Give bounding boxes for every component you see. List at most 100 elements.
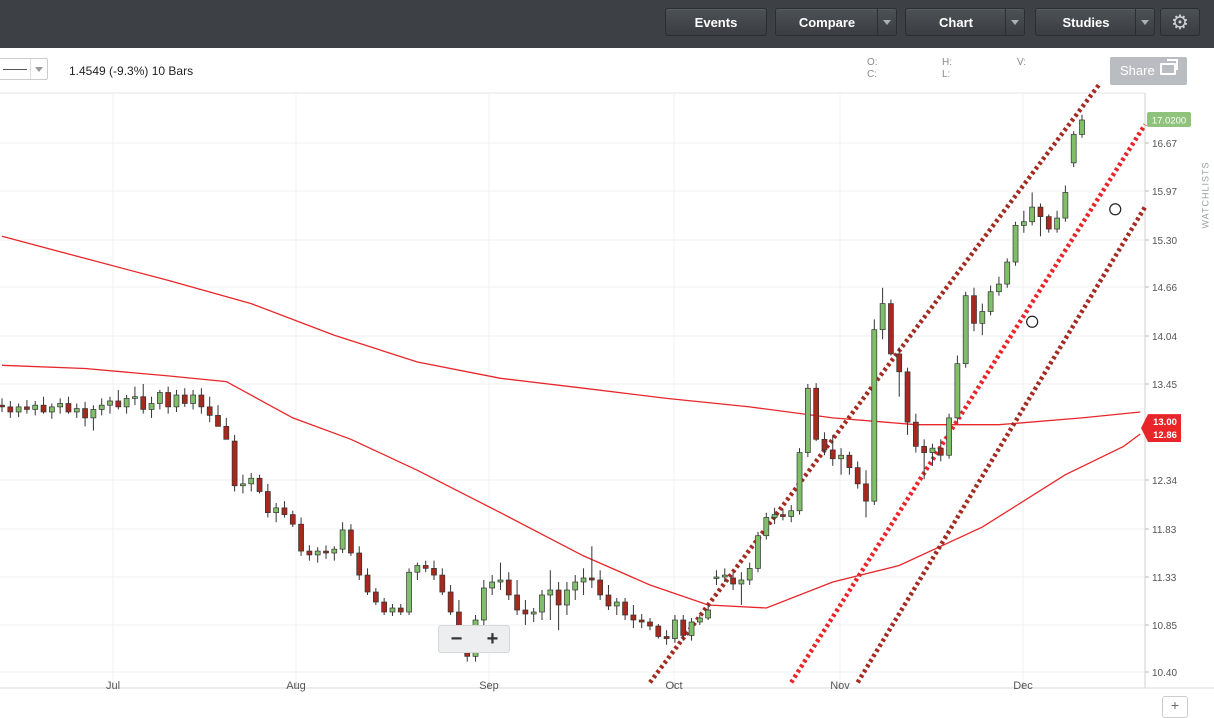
chevron-down-icon[interactable] [30,59,47,79]
candle-body [647,621,653,627]
candle [339,522,346,553]
candle [314,547,321,563]
candle [381,598,388,615]
candle [672,615,678,643]
candle [1070,131,1077,167]
candle [962,291,969,368]
candle [572,575,579,600]
candle [165,386,172,414]
candle-body [954,363,961,419]
studies-label: Studies [1062,15,1110,30]
candle-body [871,329,878,502]
candle-body [588,577,595,581]
candle-body [771,514,778,518]
candle-body [912,421,919,447]
ma-price-tag [1141,414,1181,442]
candle [929,443,936,466]
share-button[interactable]: Share [1110,57,1187,85]
candle-body [190,394,196,404]
candle [896,347,903,397]
moving-averages [1,235,1141,609]
candle [622,598,628,620]
candle [156,389,163,410]
candles [0,114,1085,662]
candle-body [107,400,113,406]
compare-button[interactable]: Compare [775,8,897,36]
x-tick-label: Sep [479,680,499,692]
candle [364,568,371,595]
line-style-select[interactable] [0,58,48,80]
studies-button[interactable]: Studies [1035,8,1155,36]
candle [655,624,662,639]
y-axis: 16.67 15.97 15.30 14.66 14.04 13.45 12.34 11.83… [1145,139,1177,679]
candle [821,432,828,456]
candle [298,517,304,556]
candle-body [1020,221,1027,226]
candle-body [372,591,379,603]
candle-body [1004,261,1011,285]
candle-body [406,571,412,613]
candle-body [971,295,977,324]
candle [289,510,296,528]
candle-body [564,589,570,606]
gear-icon[interactable]: ⚙ [1160,8,1200,36]
candle [647,618,653,631]
candle [539,590,545,620]
y-tick-label: 11.33 [1152,573,1177,584]
candle-body [173,394,180,408]
chart-button[interactable]: Chart [905,8,1025,36]
candle-body [156,392,163,404]
candle [705,605,712,620]
candle-body [838,454,844,460]
candle-body [788,510,795,517]
candle-body [90,409,97,419]
zoom-out-button[interactable]: − [450,628,463,650]
add-panel-button[interactable]: + [1162,696,1188,718]
events-button[interactable]: Events [665,8,767,36]
candle [140,384,147,414]
candle-body [688,621,695,636]
candle [24,400,30,414]
candle [713,570,720,585]
candle-body [289,514,296,525]
candle-body [813,387,820,440]
candle [447,585,454,615]
candle [422,560,429,573]
candle [306,545,313,561]
candle [1020,210,1027,233]
candle-body [82,408,88,419]
candle [979,303,986,336]
candle [514,580,520,615]
candle-body [804,387,811,453]
y-tick-label: 16.67 [1152,139,1177,150]
candle [256,474,263,494]
candle-body [522,609,529,615]
candle-body [7,406,14,413]
candle [1012,221,1019,266]
candle [82,401,88,427]
candle-body [439,574,446,593]
candle-body [1029,206,1036,223]
candle-body [580,577,587,583]
candle-body [306,550,313,556]
candle-body [863,483,869,502]
studies-dropdown-icon[interactable] [1135,9,1154,35]
candle-body [672,619,678,639]
candle-body [248,477,255,485]
compare-dropdown-icon[interactable] [877,9,896,35]
candle-body [780,514,786,517]
chart-dropdown-icon[interactable] [1005,9,1024,35]
candle [206,396,213,423]
zoom-in-button[interactable]: + [486,628,499,650]
candle [763,512,770,540]
watchlists-label: WATCHLISTS [1200,161,1211,229]
candle [937,439,944,462]
watchlists-tab[interactable]: WATCHLISTS [1200,150,1214,250]
candle-body [32,404,39,410]
candle-body [314,550,321,556]
candle-body [946,417,952,456]
candle [414,562,421,580]
candle-body [613,601,620,607]
candle-body [555,589,562,606]
